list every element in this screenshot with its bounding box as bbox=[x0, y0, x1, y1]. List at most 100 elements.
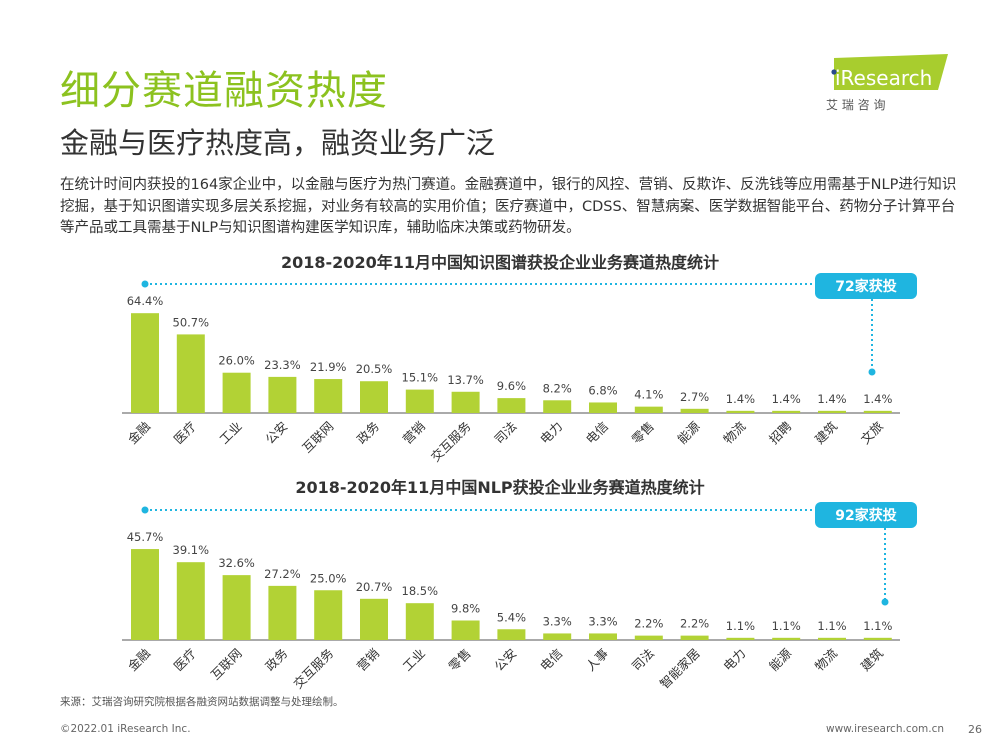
bar bbox=[726, 410, 755, 413]
category-label: 电力 bbox=[720, 646, 748, 674]
data-label: 23.3% bbox=[264, 358, 301, 372]
data-label: 1.1% bbox=[726, 619, 755, 633]
bar bbox=[589, 402, 617, 413]
data-label: 8.2% bbox=[543, 381, 572, 395]
data-label: 3.3% bbox=[588, 614, 617, 628]
data-label: 20.7% bbox=[356, 580, 393, 594]
bar bbox=[451, 620, 480, 640]
data-label: 6.8% bbox=[588, 383, 617, 397]
investment-count-badge: 72家获投 bbox=[835, 278, 896, 295]
bar bbox=[176, 334, 205, 413]
data-label: 1.4% bbox=[726, 392, 755, 406]
bar bbox=[131, 313, 159, 413]
bar bbox=[818, 637, 846, 640]
category-label: 物流 bbox=[720, 418, 749, 447]
category-label: 医疗 bbox=[171, 419, 199, 447]
bar bbox=[497, 398, 526, 413]
data-label: 1.4% bbox=[772, 392, 801, 406]
data-label: 50.7% bbox=[173, 315, 210, 329]
data-label: 1.4% bbox=[817, 392, 846, 406]
svg-text:iResearch: iResearch bbox=[835, 66, 932, 90]
source-note: 来源：艾瑞咨询研究院根据各融资网站数据调整与处理绘制。 bbox=[60, 696, 344, 708]
bar bbox=[589, 633, 617, 640]
bar bbox=[222, 575, 251, 640]
bar bbox=[268, 376, 297, 413]
category-label: 电信 bbox=[537, 646, 565, 674]
category-label: 交互服务 bbox=[428, 419, 474, 465]
category-label: 电信 bbox=[583, 419, 611, 447]
bar bbox=[772, 637, 801, 640]
category-label: 人事 bbox=[583, 646, 611, 674]
footer-copyright: ©2022.01 iResearch Inc. bbox=[60, 723, 191, 735]
data-label: 15.1% bbox=[402, 371, 439, 385]
data-label: 9.6% bbox=[497, 379, 526, 393]
category-label: 医疗 bbox=[171, 646, 199, 674]
bar bbox=[680, 635, 709, 640]
description-paragraph: 在统计时间内获投的164家企业中，以金融与医疗为热门赛道。金融赛道中，银行的风控… bbox=[60, 177, 957, 236]
bar bbox=[360, 598, 388, 640]
page-number: 26 bbox=[968, 723, 982, 736]
bar bbox=[314, 379, 343, 413]
category-label: 互联网 bbox=[208, 646, 245, 683]
page-subtitle: 金融与医疗热度高，融资业务广泛 bbox=[60, 126, 496, 160]
category-label: 公安 bbox=[262, 419, 290, 447]
category-label: 物流 bbox=[812, 645, 841, 674]
badge-background bbox=[815, 502, 917, 528]
category-label: 交互服务 bbox=[290, 646, 336, 692]
category-label: 工业 bbox=[400, 646, 428, 674]
category-label: 司法 bbox=[491, 419, 519, 447]
category-label: 营销 bbox=[400, 419, 428, 447]
category-label: 建筑 bbox=[858, 645, 887, 674]
data-label: 5.4% bbox=[497, 610, 526, 624]
page-title: 细分赛道融资热度 bbox=[60, 68, 388, 114]
bar bbox=[863, 410, 892, 413]
bar bbox=[634, 635, 663, 640]
data-label: 1.4% bbox=[863, 392, 892, 406]
bar bbox=[863, 637, 892, 640]
category-label: 零售 bbox=[445, 646, 473, 674]
bar bbox=[680, 408, 709, 413]
bar bbox=[314, 590, 343, 640]
data-label: 32.6% bbox=[218, 556, 255, 570]
data-label: 2.7% bbox=[680, 390, 709, 404]
data-label: 26.0% bbox=[218, 354, 255, 368]
data-label: 4.1% bbox=[634, 388, 663, 402]
bar bbox=[176, 562, 205, 640]
category-label: 金融 bbox=[125, 418, 154, 447]
category-label: 司法 bbox=[629, 646, 657, 674]
data-label: 2.2% bbox=[680, 617, 709, 631]
data-label: 3.3% bbox=[543, 614, 572, 628]
bar bbox=[818, 410, 846, 413]
data-label: 18.5% bbox=[402, 584, 439, 598]
guide-dot bbox=[881, 598, 889, 606]
data-label: 1.1% bbox=[863, 619, 892, 633]
category-label: 公安 bbox=[491, 646, 519, 674]
data-label: 45.7% bbox=[127, 530, 164, 544]
footer-url[interactable]: www.iresearch.com.cn bbox=[826, 723, 945, 735]
data-label: 9.8% bbox=[451, 601, 480, 615]
category-label: 互联网 bbox=[299, 419, 336, 456]
chart-title: 2018-2020年11月中国知识图谱获投企业业务赛道热度统计 bbox=[281, 253, 719, 272]
bar bbox=[543, 400, 572, 413]
data-label: 25.0% bbox=[310, 571, 347, 585]
category-label: 零售 bbox=[629, 419, 657, 447]
bar bbox=[268, 585, 297, 640]
category-label: 文旅 bbox=[858, 419, 886, 447]
bar bbox=[405, 603, 434, 640]
bar bbox=[405, 389, 434, 413]
category-label: 营销 bbox=[354, 646, 382, 674]
category-label: 招聘 bbox=[766, 419, 794, 447]
guide-dot bbox=[868, 368, 876, 376]
bar bbox=[451, 391, 480, 413]
category-label: 政务 bbox=[262, 646, 290, 674]
category-label: 电力 bbox=[537, 419, 565, 447]
category-label: 政务 bbox=[354, 419, 382, 447]
svg-text:艾 瑞 咨 询: 艾 瑞 咨 询 bbox=[826, 97, 885, 112]
bar bbox=[726, 637, 755, 640]
category-label: 金融 bbox=[125, 645, 154, 674]
data-label: 64.4% bbox=[127, 294, 164, 308]
data-label: 1.1% bbox=[772, 619, 801, 633]
category-label: 工业 bbox=[216, 419, 244, 447]
